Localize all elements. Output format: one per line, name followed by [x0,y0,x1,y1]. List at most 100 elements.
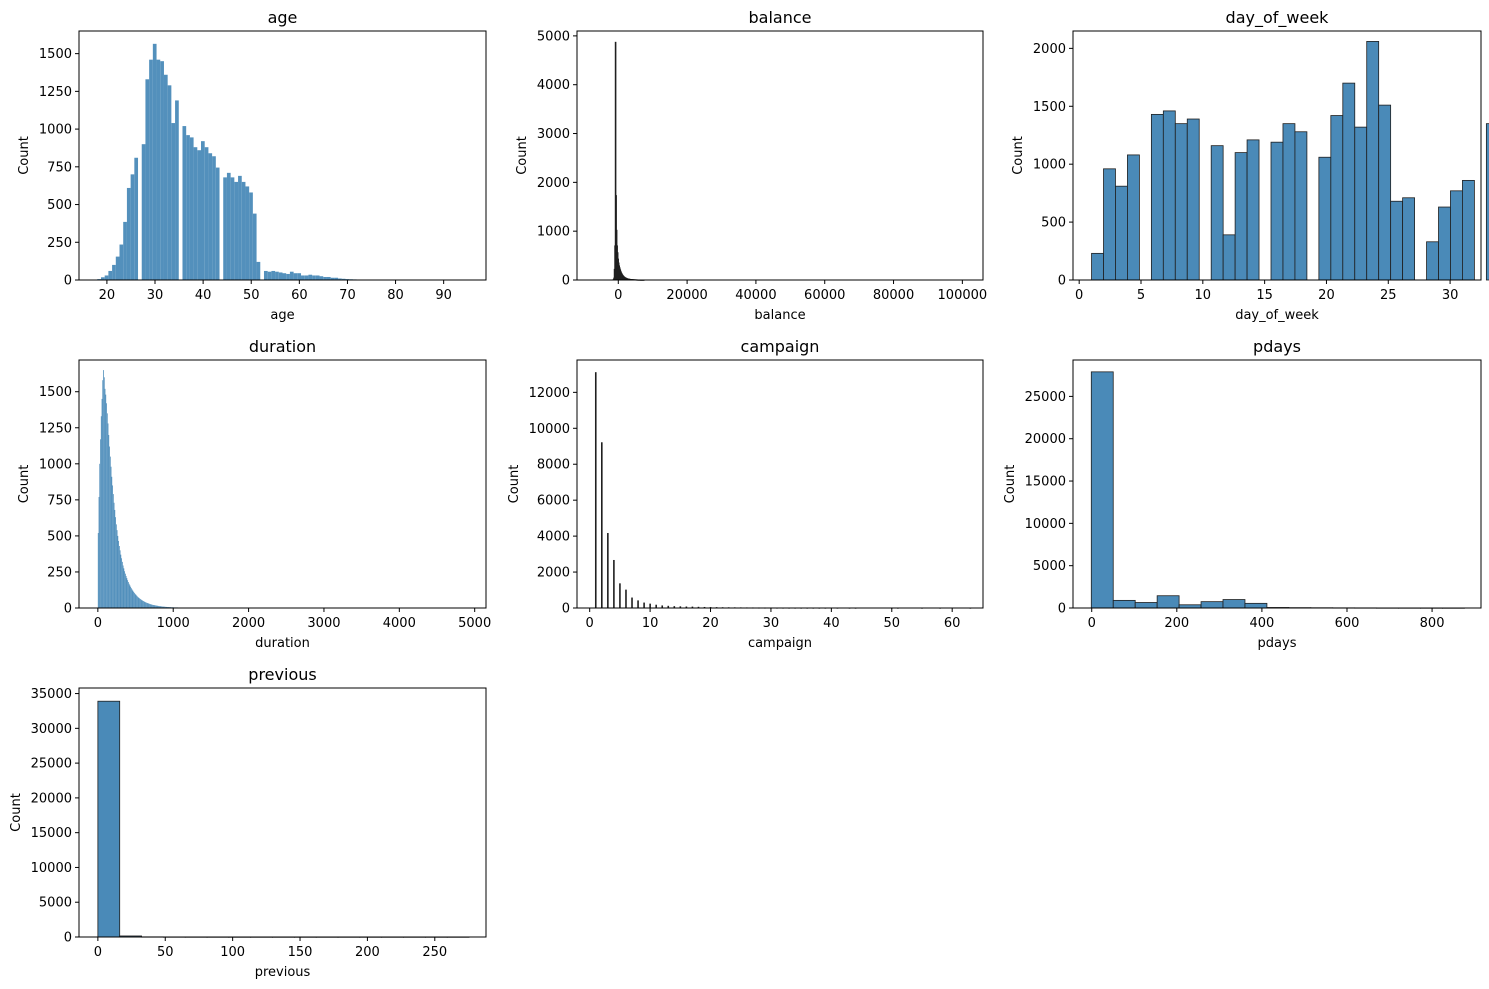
histogram-bar [147,603,149,608]
histogram-bar [97,700,121,938]
histogram-bar [112,264,116,280]
histogram-bar [163,606,165,608]
histogram-bar [1294,131,1308,281]
histogram-bar [241,181,246,280]
histogram-bar [139,598,141,608]
y-tick-label: 0 [1058,274,1066,289]
histogram-bar [334,277,339,280]
histogram-bar [151,604,153,608]
histogram-bar [159,606,161,608]
axes-frame [1072,359,1482,609]
histogram-bar [649,603,651,609]
histogram-bar [293,273,298,280]
x-axis-label: pdays [1258,636,1297,651]
axes-frame [576,30,984,281]
y-tick-label: 1500 [39,47,72,62]
histogram-bar [148,603,150,608]
histogram-bar [163,74,168,280]
histogram-bar [137,597,139,608]
x-tick-label: 20000 [666,288,707,303]
histogram-bar [156,605,158,608]
x-tick-label: 40000 [735,288,776,303]
histogram-bar [106,403,107,608]
histogram-bar [252,213,257,280]
histogram-bar [330,277,335,280]
x-axis-label: day_of_week [1235,308,1319,323]
histogram-bar [133,591,135,608]
histogram-bar [312,275,316,280]
y-tick-label: 20000 [31,791,72,806]
y-tick-label: 5000 [1033,559,1066,574]
x-tick-label: 60 [944,616,961,631]
histogram-bar [134,157,139,280]
histogram-bar [131,589,133,608]
x-tick-label: 250 [422,945,447,960]
y-tick-label: 1000 [39,123,72,138]
bar-series [1090,371,1465,609]
histogram-bar [1246,139,1260,281]
y-tick-label: 250 [47,236,72,251]
histogram-bar [153,605,155,608]
x-tick-label: 50 [883,616,900,631]
histogram-bar [1450,190,1463,281]
histogram-bar [101,398,103,608]
histogram-bar [100,277,105,280]
x-axis-label: previous [255,965,311,980]
x-tick-label: 100000 [938,288,988,303]
histogram-bar [625,589,627,609]
histogram-bar [154,605,156,608]
histogram-bar [1342,82,1356,281]
histogram-bar [315,275,320,280]
x-tick-label: 0 [614,288,622,303]
histogram-bar [1402,197,1415,281]
histogram-bar [124,573,126,608]
subplot-previous: 0 50 100 150 200 250 0 5000 10000 15000 20000 25000… [9,665,487,980]
subplot-title: duration [249,337,316,356]
histogram-bar [323,276,327,280]
histogram-bar [100,439,101,608]
y-tick-label: 750 [47,160,72,175]
y-tick-label: 35000 [31,687,72,702]
y-axis-label: Count [507,465,522,504]
y-tick-label: 2000 [537,566,570,581]
x-tick-label: 20 [99,288,116,303]
histogram-bar [1090,371,1114,609]
histogram-bar [286,273,290,280]
histogram-bar [152,43,157,280]
histogram-bar [131,588,132,608]
histogram-bar [341,278,346,280]
histogram-bar [118,546,120,608]
x-tick-label: 2000 [232,616,265,631]
histogram-bar [109,456,111,608]
histogram-bar [189,137,194,280]
histogram-bar [619,583,621,609]
bar-series [1091,41,1489,281]
x-tick-label: 10 [1195,288,1212,303]
histogram-bar [145,79,150,280]
histogram-bar [167,85,172,280]
y-tick-label: 25000 [1025,390,1066,405]
histogram-bar [1200,601,1224,609]
histogram-bar [123,568,125,608]
histogram-bar [197,150,201,280]
histogram-bar [1485,123,1489,281]
y-tick-label: 1500 [39,385,72,400]
x-tick-label: 600 [1335,616,1360,631]
histogram-bar [115,517,116,608]
histogram-bar [135,594,137,608]
histogram-bar [167,606,168,608]
bar-series [97,700,470,938]
histogram-bar [1186,118,1200,281]
histogram-bar [138,597,140,608]
x-tick-label: 50 [243,288,260,303]
histogram-bar [1282,123,1296,281]
histogram-bar [1462,179,1475,281]
histogram-bar [319,276,324,280]
histogram-bar [108,270,113,280]
x-tick-label: 20 [1318,288,1335,303]
histogram-bar [282,273,287,280]
histogram-bar [1103,168,1116,281]
histogram-bar [146,602,148,608]
histogram-bar [297,273,302,280]
x-tick-label: 400 [1249,616,1274,631]
